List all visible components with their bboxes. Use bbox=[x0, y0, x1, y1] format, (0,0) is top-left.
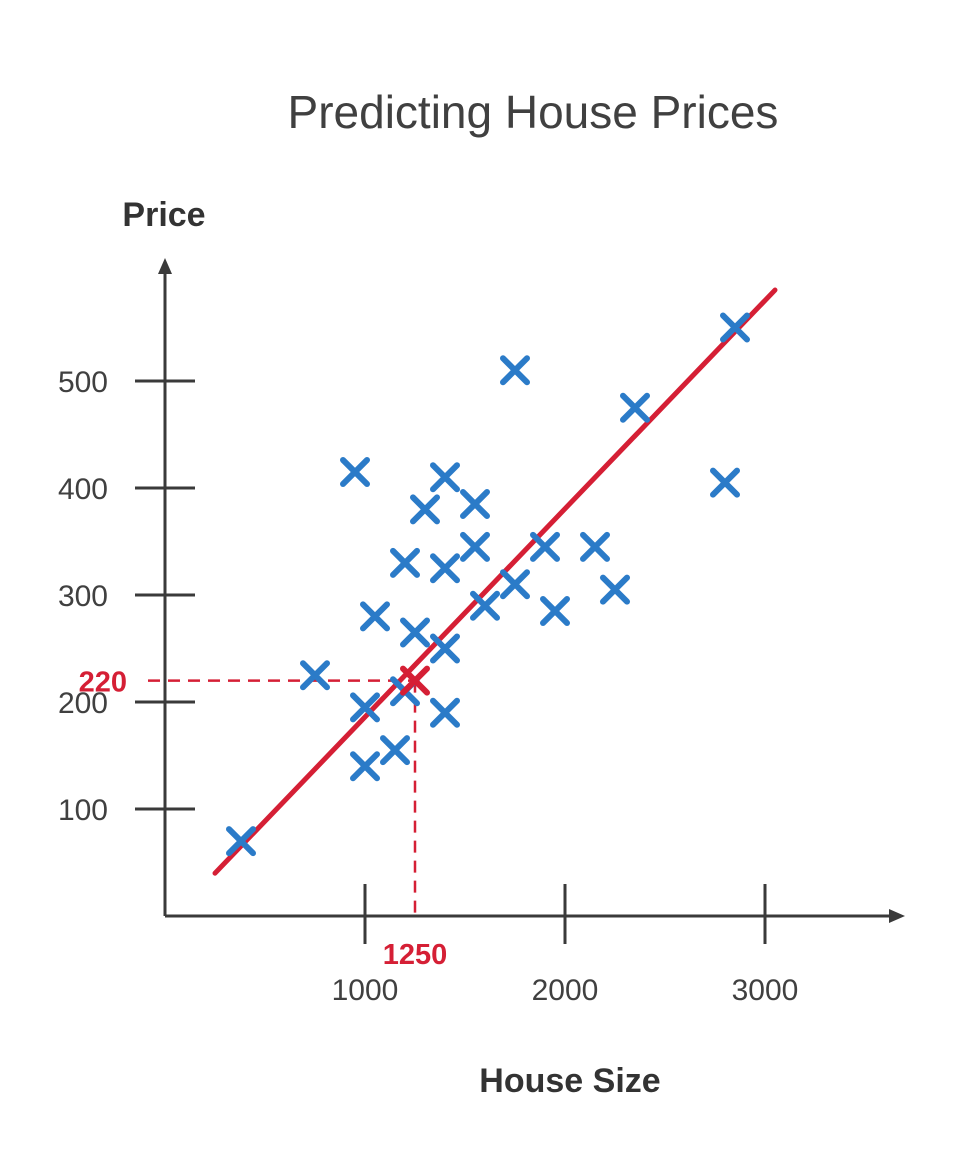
data-point-stroke bbox=[430, 697, 460, 728]
y-tick-label: 500 bbox=[58, 366, 108, 399]
data-point-stroke bbox=[390, 547, 420, 578]
data-point-stroke bbox=[500, 355, 530, 386]
data-point bbox=[470, 590, 500, 621]
data-point bbox=[340, 456, 370, 487]
data-point-stroke bbox=[540, 596, 570, 627]
data-point bbox=[460, 531, 490, 562]
data-point bbox=[430, 697, 460, 728]
data-point-stroke bbox=[380, 735, 410, 766]
y-tick-label: 100 bbox=[58, 794, 108, 827]
predicted-point bbox=[400, 665, 430, 696]
data-point bbox=[300, 660, 330, 691]
data-point-stroke bbox=[430, 553, 460, 584]
data-point bbox=[350, 751, 380, 782]
data-point-stroke bbox=[226, 826, 256, 857]
data-point-stroke bbox=[350, 751, 380, 782]
data-point-stroke bbox=[600, 574, 630, 605]
data-point bbox=[540, 596, 570, 627]
data-point-stroke bbox=[620, 392, 650, 423]
data-point bbox=[400, 617, 430, 648]
data-point-stroke bbox=[530, 531, 560, 562]
x-tick-label: 1000 bbox=[332, 974, 399, 1007]
data-point-stroke bbox=[430, 462, 460, 493]
data-point-stroke bbox=[470, 590, 500, 621]
y-tick-label: 400 bbox=[58, 473, 108, 506]
data-point bbox=[430, 633, 460, 664]
data-point bbox=[580, 531, 610, 562]
x-axis-arrow bbox=[889, 909, 905, 923]
data-point-stroke bbox=[340, 456, 370, 487]
x-tick-label: 3000 bbox=[732, 974, 799, 1007]
data-point-stroke bbox=[580, 531, 610, 562]
data-point-stroke bbox=[710, 467, 740, 498]
y-tick-label: 300 bbox=[58, 580, 108, 613]
x-tick-label: 2000 bbox=[532, 974, 599, 1007]
data-point-stroke bbox=[460, 489, 490, 520]
y-axis-arrow bbox=[158, 258, 172, 274]
data-point bbox=[226, 826, 256, 857]
data-point-stroke bbox=[430, 633, 460, 664]
data-point-stroke bbox=[360, 601, 390, 632]
data-point bbox=[720, 312, 750, 343]
data-point-stroke bbox=[720, 312, 750, 343]
data-point bbox=[600, 574, 630, 605]
data-point bbox=[360, 601, 390, 632]
x-axis-label: House Size bbox=[479, 1062, 660, 1100]
data-point bbox=[500, 569, 530, 600]
data-point-stroke bbox=[400, 665, 430, 696]
data-point-stroke bbox=[500, 569, 530, 600]
y-axis-label: Price bbox=[122, 196, 205, 234]
data-point-stroke bbox=[350, 692, 380, 723]
data-point bbox=[410, 494, 440, 525]
data-point bbox=[350, 692, 380, 723]
regression-line bbox=[212, 287, 778, 876]
data-point-stroke bbox=[400, 617, 430, 648]
data-point bbox=[530, 531, 560, 562]
data-point bbox=[380, 735, 410, 766]
prediction-y-label: 220 bbox=[79, 667, 127, 699]
data-point bbox=[620, 392, 650, 423]
data-point bbox=[460, 489, 490, 520]
chart-title: Predicting House Prices bbox=[288, 86, 779, 138]
prediction-x-label: 1250 bbox=[383, 939, 448, 971]
data-point-stroke bbox=[410, 494, 440, 525]
y-tick-label: 200 bbox=[58, 687, 108, 720]
data-point bbox=[430, 462, 460, 493]
data-point bbox=[710, 467, 740, 498]
data-point-stroke bbox=[300, 660, 330, 691]
data-point bbox=[430, 553, 460, 584]
data-point bbox=[500, 355, 530, 386]
data-point-stroke bbox=[460, 531, 490, 562]
data-point bbox=[390, 547, 420, 578]
